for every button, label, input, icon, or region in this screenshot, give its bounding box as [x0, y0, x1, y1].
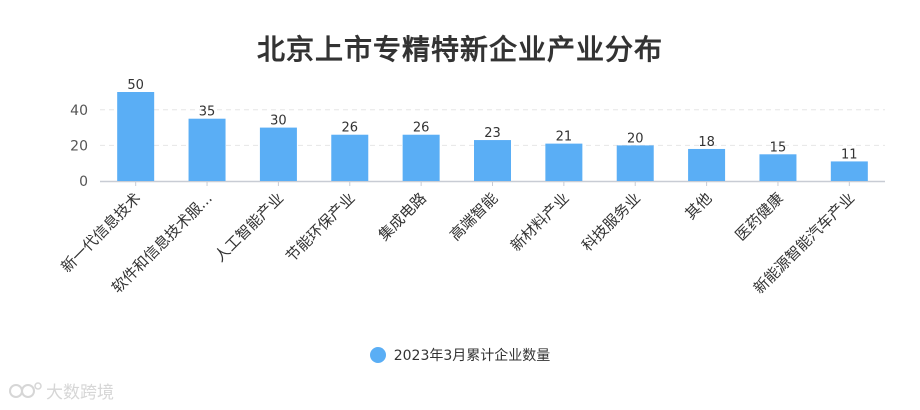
x-category-label: 其他 — [681, 189, 715, 223]
bar — [259, 127, 297, 181]
bar — [759, 154, 797, 181]
bar — [474, 140, 511, 181]
bar-value-label: 26 — [341, 121, 358, 136]
y-tick-label: 20 — [70, 138, 88, 154]
bar-value-label: 20 — [627, 131, 644, 146]
bar — [830, 161, 868, 181]
watermark-logo-icon — [9, 381, 42, 398]
bar-value-label: 50 — [127, 78, 144, 93]
legend-swatch — [369, 347, 386, 363]
bar-value-label: 26 — [413, 121, 430, 136]
bar-value-label: 15 — [770, 140, 787, 155]
bar — [616, 145, 654, 181]
bar — [402, 134, 440, 181]
x-category-label: 集成电路 — [375, 189, 430, 244]
bar — [688, 148, 726, 181]
bar-chart: 0204050新一代信息技术35软件和信息技术服...30人工智能产业26节能环… — [58, 78, 885, 297]
chart-title: 北京上市专精特新企业产业分布 — [256, 33, 663, 66]
x-category-label: 高端智能 — [446, 189, 501, 244]
x-category-label: 科技服务业 — [578, 189, 644, 255]
x-category-label: 新材料产业 — [507, 189, 573, 255]
bar — [188, 118, 226, 181]
watermark: 大数跨境 — [8, 378, 114, 403]
bar-value-label: 30 — [270, 114, 287, 129]
bar-value-label: 23 — [484, 126, 501, 141]
bar — [545, 143, 583, 181]
bar-value-label: 21 — [556, 130, 573, 145]
legend-label: 2023年3月累计企业数量 — [393, 348, 551, 364]
bar-value-label: 11 — [841, 147, 858, 162]
bar-value-label: 18 — [698, 135, 715, 150]
x-category-label: 人工智能产业 — [211, 189, 287, 265]
bar — [331, 134, 369, 181]
legend[interactable]: 2023年3月累计企业数量 — [0, 345, 920, 365]
bar — [117, 92, 155, 181]
y-tick-label: 40 — [70, 103, 88, 119]
bar-value-label: 35 — [199, 105, 216, 120]
x-category-label: 医药健康 — [732, 189, 787, 244]
y-tick-label: 0 — [79, 174, 88, 190]
x-category-label: 节能环保产业 — [282, 189, 358, 265]
watermark-text: 大数跨境 — [46, 383, 114, 403]
